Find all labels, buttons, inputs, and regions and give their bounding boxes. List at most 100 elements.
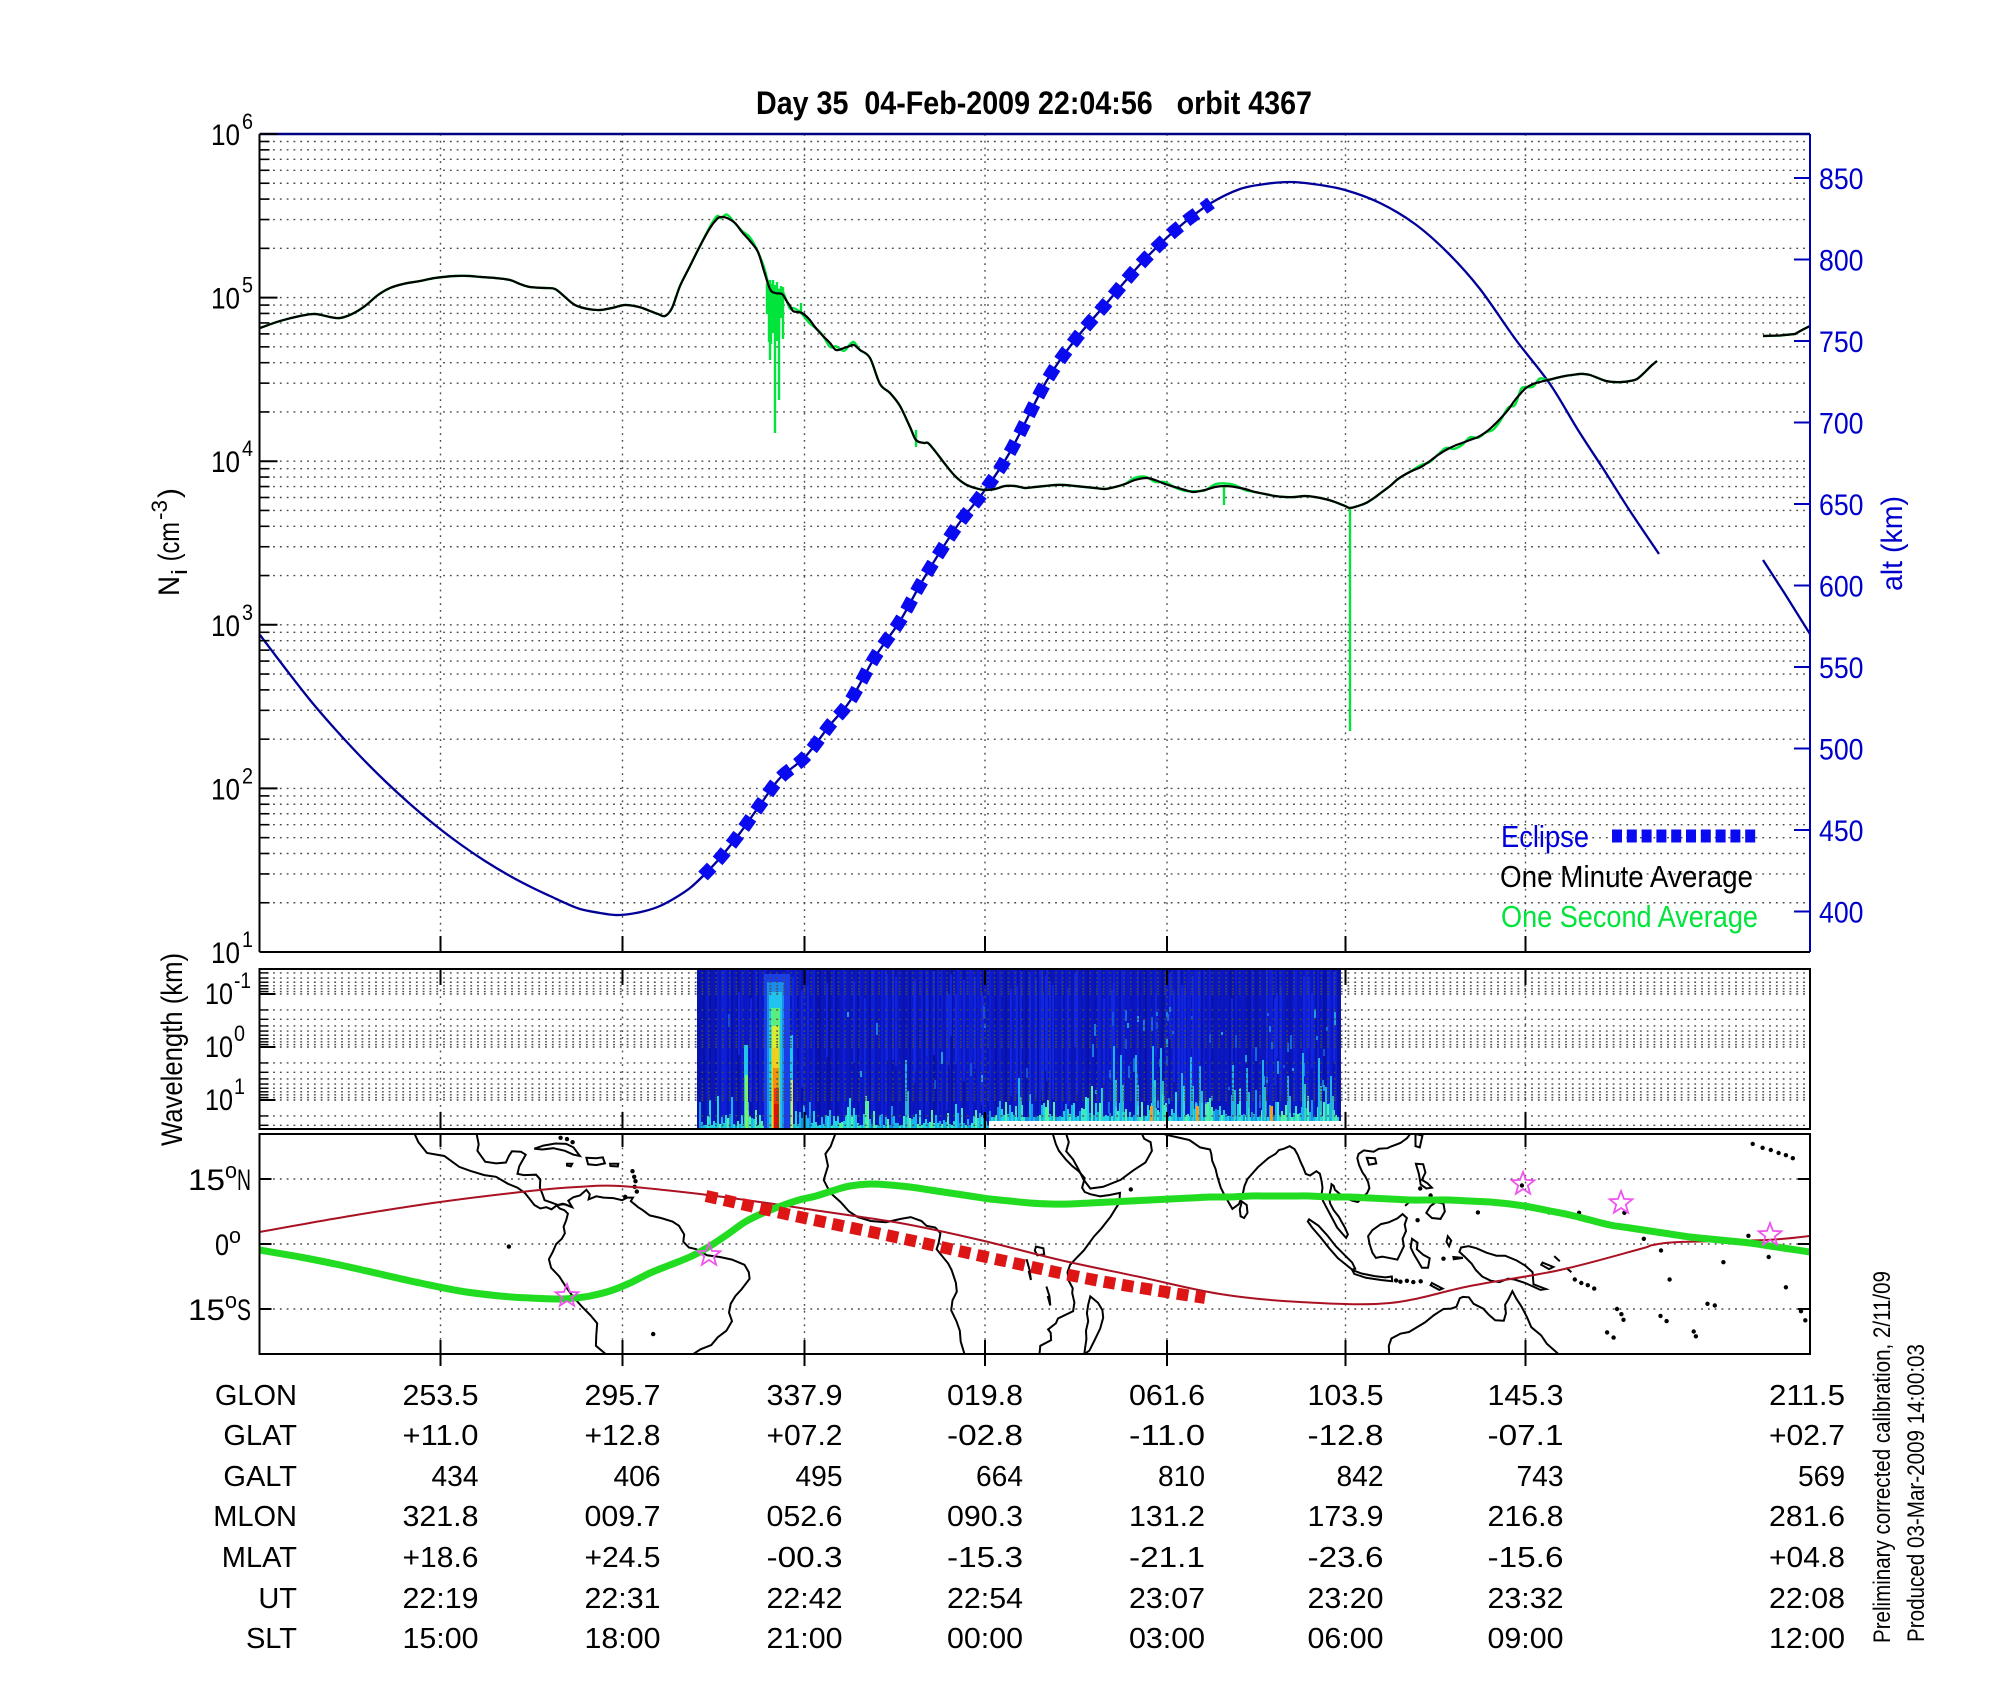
svg-text:09:00: 09:00 (1488, 1623, 1564, 1655)
svg-text:6: 6 (242, 109, 253, 134)
svg-text:-21.1: -21.1 (1129, 1542, 1205, 1574)
svg-text:10: 10 (211, 937, 240, 970)
svg-text:10: 10 (211, 446, 240, 479)
svg-text:+11.0: +11.0 (403, 1420, 479, 1452)
svg-text:22:08: 22:08 (1769, 1583, 1845, 1615)
svg-text:S: S (237, 1294, 251, 1327)
svg-text:i: i (167, 569, 192, 575)
svg-text:700: 700 (1819, 408, 1864, 441)
svg-text:664: 664 (976, 1461, 1023, 1493)
svg-text:650: 650 (1819, 489, 1864, 522)
svg-text:22:19: 22:19 (403, 1583, 479, 1615)
svg-text:One Second Average: One Second Average (1501, 899, 1758, 934)
svg-text:569: 569 (1798, 1461, 1845, 1493)
svg-text:800: 800 (1819, 245, 1864, 278)
svg-text:Day 35 04-Feb-2009 22:04:56: Day 35 04-Feb-2009 22:04:56 orbit 4367 (756, 85, 1312, 121)
svg-text:00:00: 00:00 (947, 1623, 1023, 1655)
svg-text:052.6: 052.6 (767, 1501, 843, 1533)
svg-text:-12.8: -12.8 (1308, 1420, 1384, 1452)
svg-text:600: 600 (1819, 571, 1864, 604)
svg-text:15:00: 15:00 (403, 1623, 479, 1655)
svg-text:061.6: 061.6 (1129, 1380, 1205, 1412)
svg-text:23:20: 23:20 (1308, 1583, 1384, 1615)
svg-text:Produced 03-Mar-2009 14:00:03: Produced 03-Mar-2009 14:00:03 (1903, 1344, 1930, 1642)
svg-text:743: 743 (1517, 1461, 1564, 1493)
svg-text:090.3: 090.3 (947, 1501, 1023, 1533)
svg-text:1: 1 (242, 927, 253, 952)
svg-text:+04.8: +04.8 (1769, 1542, 1845, 1574)
svg-text:842: 842 (1337, 1461, 1384, 1493)
svg-text:15: 15 (188, 1164, 225, 1197)
svg-text:15: 15 (188, 1294, 225, 1327)
svg-text:10: 10 (205, 1084, 233, 1117)
svg-text:019.8: 019.8 (947, 1380, 1023, 1412)
svg-text:10: 10 (211, 773, 240, 806)
svg-text:750: 750 (1819, 326, 1864, 359)
svg-text:5: 5 (242, 273, 253, 298)
svg-text:N: N (237, 1164, 251, 1197)
svg-text:(cm: (cm (153, 522, 186, 568)
svg-text:-07.1: -07.1 (1488, 1420, 1564, 1452)
svg-text:23:32: 23:32 (1488, 1583, 1564, 1615)
svg-text:10: 10 (205, 978, 233, 1011)
svg-text:810: 810 (1158, 1461, 1205, 1493)
svg-text:321.8: 321.8 (403, 1501, 479, 1533)
svg-text:4: 4 (242, 436, 253, 461)
svg-text:o: o (229, 1223, 241, 1248)
svg-text:22:54: 22:54 (947, 1583, 1023, 1615)
svg-text:0: 0 (234, 1021, 245, 1046)
svg-text:337.9: 337.9 (767, 1380, 843, 1412)
svg-text:400: 400 (1819, 897, 1864, 930)
svg-text:450: 450 (1819, 815, 1864, 848)
svg-text:GLAT: GLAT (223, 1420, 297, 1452)
svg-text:-1: -1 (234, 968, 251, 993)
svg-text:211.5: 211.5 (1769, 1380, 1845, 1412)
svg-text:GALT: GALT (223, 1461, 297, 1493)
svg-text:o: o (225, 1288, 237, 1313)
svg-text:MLON: MLON (213, 1501, 297, 1533)
svg-text:alt (km): alt (km) (1876, 496, 1909, 591)
svg-text:21:00: 21:00 (767, 1623, 843, 1655)
svg-text:GLON: GLON (215, 1380, 297, 1412)
svg-text:Eclipse: Eclipse (1501, 819, 1589, 854)
svg-text:12:00: 12:00 (1769, 1623, 1845, 1655)
svg-text:550: 550 (1819, 652, 1864, 685)
svg-text:UT: UT (258, 1583, 297, 1615)
svg-text:-02.8: -02.8 (947, 1420, 1023, 1452)
svg-text:+07.2: +07.2 (767, 1420, 843, 1452)
svg-text:06:00: 06:00 (1308, 1623, 1384, 1655)
svg-text:10: 10 (211, 119, 240, 152)
svg-text:): ) (153, 488, 186, 498)
svg-text:281.6: 281.6 (1769, 1501, 1845, 1533)
svg-text:-15.6: -15.6 (1488, 1542, 1564, 1574)
svg-text:-23.6: -23.6 (1308, 1542, 1384, 1574)
svg-text:406: 406 (614, 1461, 661, 1493)
svg-text:22:31: 22:31 (585, 1583, 661, 1615)
svg-text:2: 2 (242, 763, 253, 788)
svg-text:495: 495 (796, 1461, 843, 1493)
svg-text:22:42: 22:42 (767, 1583, 843, 1615)
svg-text:131.2: 131.2 (1129, 1501, 1205, 1533)
svg-text:SLT: SLT (246, 1623, 297, 1655)
svg-text:One Minute Average: One Minute Average (1500, 859, 1753, 894)
svg-text:216.8: 216.8 (1488, 1501, 1564, 1533)
svg-text:+12.8: +12.8 (585, 1420, 661, 1452)
svg-text:009.7: 009.7 (585, 1501, 661, 1533)
svg-text:173.9: 173.9 (1308, 1501, 1384, 1533)
svg-text:o: o (225, 1158, 237, 1183)
svg-text:03:00: 03:00 (1129, 1623, 1205, 1655)
svg-text:0: 0 (215, 1229, 229, 1262)
svg-text:500: 500 (1819, 734, 1864, 767)
svg-text:-15.3: -15.3 (947, 1542, 1023, 1574)
svg-text:1: 1 (234, 1074, 245, 1099)
svg-text:103.5: 103.5 (1308, 1380, 1384, 1412)
svg-text:10: 10 (211, 610, 240, 643)
svg-text:295.7: 295.7 (585, 1380, 661, 1412)
svg-text:10: 10 (211, 283, 240, 316)
svg-text:Wavelength (km): Wavelength (km) (156, 953, 189, 1146)
svg-text:18:00: 18:00 (585, 1623, 661, 1655)
svg-text:-00.3: -00.3 (767, 1542, 843, 1574)
svg-text:+18.6: +18.6 (403, 1542, 479, 1574)
svg-text:145.3: 145.3 (1488, 1380, 1564, 1412)
svg-text:MLAT: MLAT (222, 1542, 297, 1574)
